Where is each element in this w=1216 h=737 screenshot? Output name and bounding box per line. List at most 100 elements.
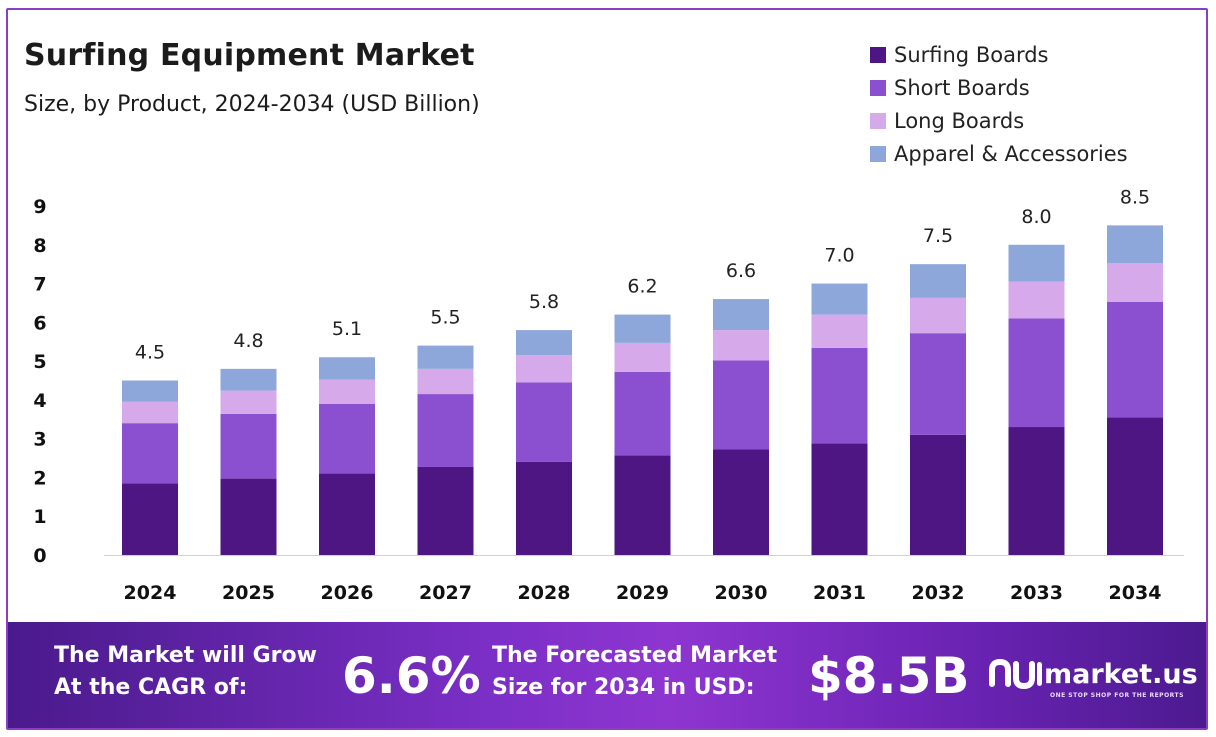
legend-item-short-boards: Short Boards	[870, 71, 1128, 104]
bar-segment	[713, 299, 769, 331]
y-tick-label: 7	[33, 274, 46, 296]
bar-segment	[122, 483, 178, 555]
legend-swatch-short-boards	[870, 79, 886, 96]
bar-segment	[811, 347, 868, 444]
bar-total-label: 8.5	[1120, 186, 1150, 208]
bar-segment	[220, 368, 277, 391]
bar-segment	[910, 264, 966, 298]
bar-segment	[122, 423, 178, 484]
y-tick-label: 1	[33, 506, 46, 528]
x-tick-label: 2024	[124, 582, 177, 604]
legend-swatch-long-boards	[870, 112, 886, 129]
bar-total-label: 6.6	[726, 260, 756, 282]
logo-tagline: ONE STOP SHOP FOR THE REPORTS	[1050, 692, 1184, 699]
bar-segment	[220, 390, 277, 414]
bar-total-label: 7.0	[824, 245, 854, 267]
legend-label: Apparel & Accessories	[894, 141, 1128, 166]
bar-segment	[713, 449, 769, 555]
legend-item-surfing-boards: Surfing Boards	[870, 38, 1128, 71]
bar-segment	[417, 345, 474, 369]
bar-segment	[910, 434, 966, 555]
legend-swatch-apparel	[870, 145, 886, 162]
bar-segment	[220, 478, 277, 555]
x-tick-label: 2033	[1010, 582, 1063, 604]
bar-segment	[1107, 263, 1163, 302]
market-us-logo-icon	[989, 658, 1042, 690]
y-tick-label: 4	[33, 390, 46, 412]
chart-legend: Surfing Boards Short Boards Long Boards …	[870, 38, 1128, 170]
x-tick-label: 2027	[419, 582, 472, 604]
bar-segment	[614, 314, 671, 343]
chart-title: Surfing Equipment Market	[24, 38, 475, 73]
y-tick-label: 6	[33, 312, 46, 334]
bar-segment	[614, 455, 671, 555]
y-tick-label: 3	[33, 429, 46, 451]
cagr-value: 6.6%	[342, 647, 481, 705]
bar-segment	[910, 333, 966, 435]
x-tick-label: 2034	[1109, 582, 1162, 604]
bar-segment	[516, 461, 572, 555]
bar-segment	[614, 342, 671, 372]
x-tick-label: 2026	[321, 582, 374, 604]
footer-banner: The Market will Grow At the CAGR of: 6.6…	[8, 622, 1206, 728]
bar-total-label: 7.5	[923, 225, 953, 247]
bar-segment	[1107, 417, 1163, 555]
y-tick-label: 0	[33, 545, 46, 567]
bar-segment	[1008, 427, 1065, 555]
bar-segment	[713, 360, 769, 450]
bar-segment	[713, 330, 769, 361]
bar-segment	[811, 314, 868, 348]
bar-segment	[417, 466, 474, 555]
bar-segment	[417, 394, 474, 467]
bar-segment	[122, 380, 178, 402]
legend-item-long-boards: Long Boards	[870, 104, 1128, 137]
y-tick-label: 8	[33, 235, 46, 257]
forecast-label-line2: Size for 2034 in USD:	[492, 675, 755, 700]
bar-segment	[1107, 225, 1163, 264]
bar-segment	[319, 357, 375, 380]
bar-segment	[319, 473, 375, 555]
bar-segment	[811, 283, 868, 315]
legend-swatch-surfing-boards	[870, 46, 886, 63]
x-tick-label: 2028	[518, 582, 571, 604]
y-tick-label: 2	[33, 467, 46, 489]
x-tick-label: 2031	[813, 582, 866, 604]
x-tick-label: 2029	[616, 582, 669, 604]
bar-segment	[220, 413, 277, 479]
x-tick-label: 2032	[912, 582, 965, 604]
x-tick-label: 2025	[222, 582, 275, 604]
forecast-value: $8.5B	[808, 647, 970, 705]
market-us-logo: market.us	[986, 654, 1198, 694]
legend-label: Long Boards	[894, 108, 1025, 133]
bar-total-label: 8.0	[1021, 206, 1051, 228]
chart-frame: Surfing Equipment Market Size, by Produc…	[6, 8, 1208, 730]
bar-segment	[614, 371, 671, 456]
bar-segment	[417, 368, 474, 395]
bar-total-label: 4.8	[233, 330, 263, 352]
cagr-label-line2: At the CAGR of:	[54, 675, 248, 700]
bar-segment	[910, 297, 966, 334]
chart-subtitle: Size, by Product, 2024-2034 (USD Billion…	[24, 92, 480, 117]
legend-label: Surfing Boards	[894, 42, 1049, 67]
bar-segment	[1107, 301, 1163, 418]
cagr-label-line1: The Market will Grow	[54, 643, 317, 668]
forecast-label-line1: The Forecasted Market	[492, 643, 778, 668]
bar-segment	[122, 401, 178, 424]
bar-total-label: 6.2	[627, 276, 657, 298]
bar-segment	[516, 355, 572, 383]
legend-label: Short Boards	[894, 75, 1030, 100]
bar-segment	[516, 382, 572, 462]
bar-total-label: 4.5	[135, 342, 165, 364]
bar-segment	[811, 443, 868, 555]
bar-segment	[319, 379, 375, 404]
stacked-bar-chart: 0 1 2 3 4 5 6 7 8 9 4.5 2024 4.8 2025 5.1 2026 5.5 2027 5.…	[33, 186, 1184, 604]
bar-total-label: 5.1	[332, 318, 362, 340]
legend-item-apparel: Apparel & Accessories	[870, 137, 1128, 170]
bar-segment	[319, 403, 375, 474]
bar-total-label: 5.5	[430, 307, 460, 329]
bar-segment	[1008, 318, 1065, 428]
bar-segment	[1008, 244, 1065, 282]
bar-segment	[1008, 281, 1065, 319]
y-tick-label: 9	[33, 196, 46, 218]
logo-text: market.us	[1044, 658, 1198, 690]
